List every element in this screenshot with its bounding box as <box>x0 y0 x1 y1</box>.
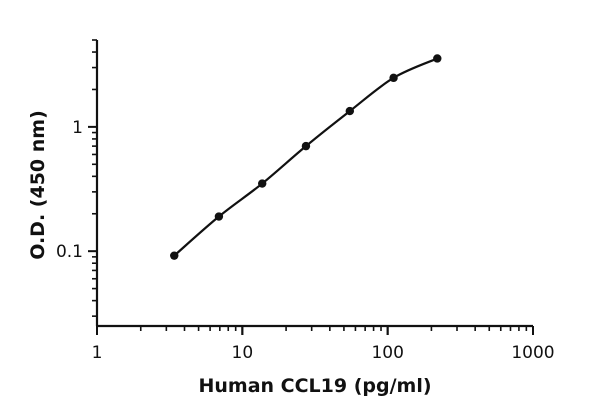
x-tick-label: 10 <box>232 343 254 363</box>
data-point <box>301 141 311 151</box>
data-points <box>170 54 442 260</box>
data-point <box>389 73 398 83</box>
data-point <box>433 54 442 63</box>
data-point <box>170 251 179 260</box>
data-point <box>214 212 224 221</box>
axes <box>95 40 533 328</box>
x-tick-label: 100 <box>371 343 403 363</box>
x-tick-label: 1000 <box>511 343 554 363</box>
y-tick-label: 1 <box>72 118 83 138</box>
y-tick-label: 0.1 <box>56 242 83 262</box>
x-tick-label: 1 <box>92 343 103 363</box>
ticks <box>88 39 534 335</box>
data-point <box>258 179 267 188</box>
x-axis-title: Human CCL19 (pg/ml) <box>198 375 431 397</box>
y-axis-title: O.D. (450 nm) <box>27 110 49 260</box>
data-point <box>345 106 355 116</box>
fit-curve <box>173 57 438 257</box>
tick-labels: 1 10 100 1000 0.1 1 <box>56 118 555 363</box>
